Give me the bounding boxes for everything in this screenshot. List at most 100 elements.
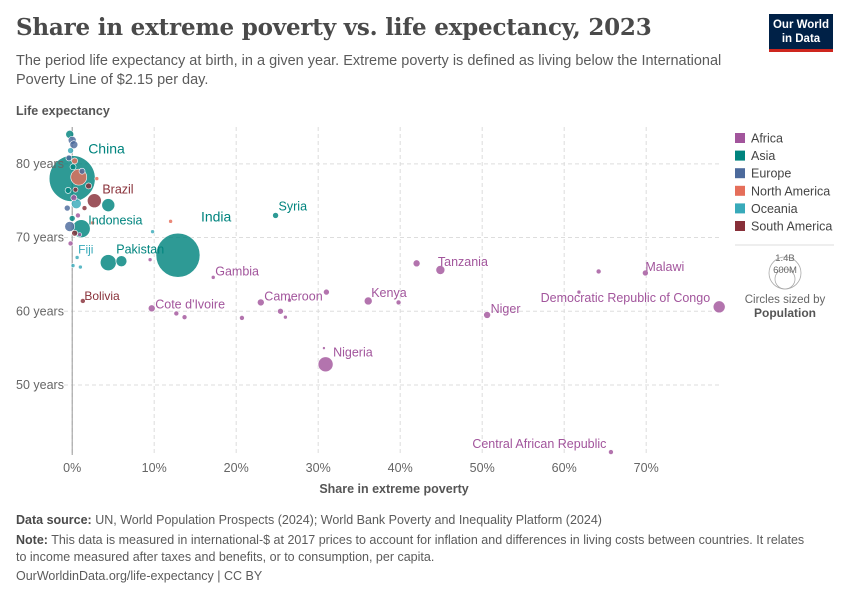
point-tanzania[interactable] (435, 265, 446, 275)
data-point[interactable] (70, 194, 78, 202)
point-pakistan[interactable] (99, 254, 117, 271)
legend-item[interactable]: Asia (751, 149, 775, 163)
size-legend-small-circle (774, 268, 796, 290)
legend-swatch (735, 150, 745, 161)
data-point[interactable] (283, 314, 288, 320)
point-kenya[interactable] (363, 296, 373, 306)
label-indonesia: Indonesia (88, 214, 142, 228)
source-url[interactable]: OurWorldinData.org/life-expectancy | CC … (16, 569, 263, 583)
data-point[interactable] (322, 346, 326, 350)
source-label: Data source: (16, 513, 92, 527)
point-niger[interactable] (483, 311, 491, 319)
point-labels: China India Brazil Indonesia Syria Pakistan Fi… (78, 141, 710, 451)
data-point[interactable] (78, 264, 83, 270)
note-text: This data is measured in international-$… (16, 533, 805, 564)
label-bolivia: Bolivia (84, 289, 120, 303)
point-nigeria[interactable] (317, 356, 334, 373)
owid-logo[interactable]: Our World in Data (769, 14, 833, 52)
note-label: Note: (16, 533, 48, 547)
data-point[interactable] (287, 297, 292, 303)
legend-swatch (735, 133, 745, 143)
point-central-african-republic[interactable] (608, 449, 614, 455)
data-point[interactable] (78, 167, 86, 175)
data-point[interactable] (181, 314, 188, 320)
point-fiji[interactable] (74, 255, 80, 260)
data-point[interactable] (67, 240, 74, 247)
size-legend-variable: Population (754, 306, 816, 320)
data-point[interactable] (412, 259, 421, 268)
data-point[interactable] (168, 219, 173, 224)
data-point[interactable] (101, 198, 116, 212)
size-legend-title: Circles sized by (745, 294, 826, 306)
point-gambia[interactable] (210, 275, 216, 280)
label-central-african-republic: Central African Republic (472, 437, 606, 451)
data-point[interactable] (94, 176, 100, 181)
data-point[interactable] (64, 187, 72, 194)
point-bolivia[interactable] (80, 298, 86, 304)
label-niger: Niger (491, 302, 521, 316)
data-point[interactable] (395, 299, 402, 306)
x-tick-label: 70% (634, 461, 659, 475)
logo-line-2: in Data (781, 33, 821, 45)
chart-title: Share in extreme poverty vs. life expect… (16, 14, 652, 41)
data-point[interactable] (68, 215, 76, 222)
point-cote-d-ivoire[interactable] (147, 304, 156, 313)
data-point[interactable] (71, 157, 78, 165)
legend-item[interactable]: Europe (751, 167, 791, 181)
legend[interactable]: Africa Asia Europe North America Oceania Sout… (735, 132, 834, 321)
label-tanzania: Tanzania (438, 255, 488, 269)
data-point[interactable] (72, 186, 79, 193)
data-point[interactable] (77, 232, 82, 237)
data-source: Data source: UN, World Population Prospe… (16, 512, 806, 529)
data-point[interactable] (147, 257, 153, 262)
data-point[interactable] (63, 204, 71, 212)
point-cameroon[interactable] (256, 298, 265, 307)
label-brazil: Brazil (102, 183, 133, 197)
y-tick-label: 60 years (16, 304, 64, 318)
data-point[interactable] (150, 229, 155, 234)
data-point[interactable] (71, 229, 78, 237)
label-cameroon: Cameroon (264, 289, 322, 303)
label-pakistan: Pakistan (116, 243, 164, 257)
data-point[interactable] (90, 220, 95, 226)
point-syria[interactable] (272, 212, 279, 219)
chart-subtitle: The period life expectancy at birth, in … (16, 53, 722, 88)
data-point[interactable] (69, 140, 79, 149)
data-point[interactable] (277, 307, 284, 315)
data-point[interactable] (64, 221, 76, 232)
y-tick-label: 70 years (16, 231, 64, 245)
point-democratic-republic-of-congo[interactable] (712, 300, 726, 314)
legend-swatch (735, 185, 745, 196)
point-india[interactable] (155, 232, 201, 278)
data-point[interactable] (65, 154, 73, 162)
legend-swatch (735, 168, 745, 179)
axes: 50 years 60 years 70 years 80 years 0% 10% 20%… (16, 104, 659, 496)
data-point[interactable] (576, 289, 582, 295)
x-tick-label: 30% (306, 461, 331, 475)
legend-item[interactable]: South America (751, 220, 832, 234)
data-point[interactable] (70, 263, 76, 268)
data-point[interactable] (85, 182, 92, 190)
data-point[interactable] (69, 163, 77, 171)
legend-item[interactable]: North America (751, 184, 830, 198)
data-point[interactable] (173, 310, 180, 317)
data-point[interactable] (75, 212, 81, 219)
point-malawi[interactable] (642, 269, 649, 277)
note: Note: This data is measured in internati… (16, 532, 806, 566)
x-tick-label: 0% (63, 461, 81, 475)
data-point[interactable] (239, 315, 245, 321)
data-point[interactable] (115, 255, 128, 267)
source-text: UN, World Population Prospects (2024); W… (95, 513, 602, 527)
point-brazil[interactable] (87, 193, 102, 209)
data-point[interactable] (81, 205, 88, 211)
data-point[interactable] (67, 147, 74, 154)
size-legend-big-label: 1.4B (775, 253, 795, 264)
label-china: China (88, 141, 125, 157)
label-india: India (201, 208, 232, 224)
data-point[interactable] (323, 288, 330, 296)
label-cote-d-ivoire: Cote d'Ivoire (155, 297, 225, 311)
legend-item[interactable]: Oceania (751, 202, 798, 216)
data-point[interactable] (595, 268, 602, 275)
data-points (48, 130, 726, 455)
legend-item[interactable]: Africa (751, 132, 783, 146)
